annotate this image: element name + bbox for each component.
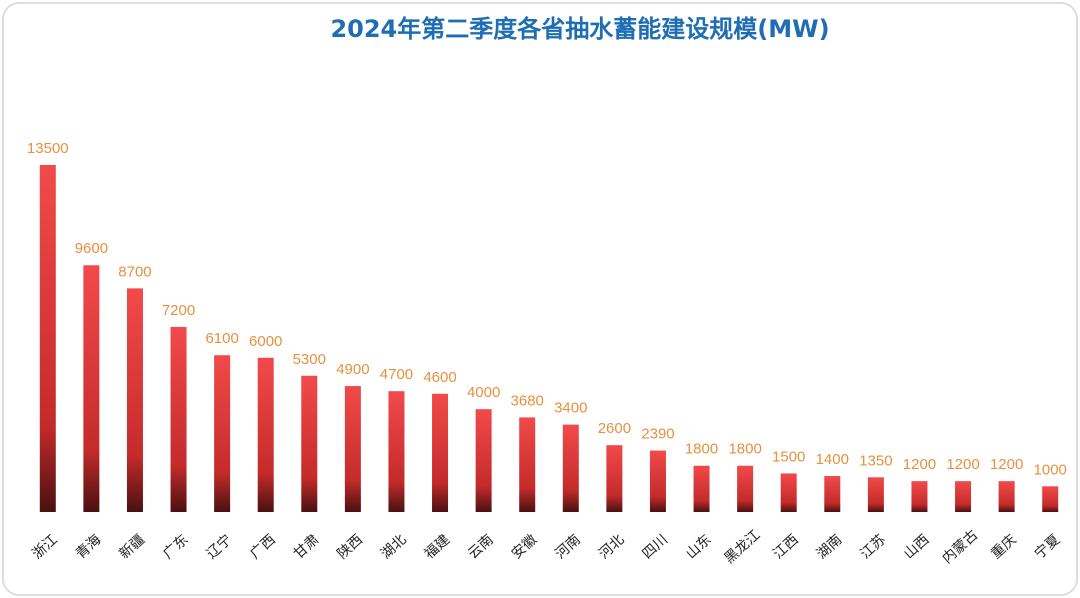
value-label: 4600 — [423, 369, 456, 386]
value-label: 2390 — [641, 426, 674, 443]
value-label: 1200 — [990, 456, 1023, 473]
value-label: 1350 — [859, 452, 892, 469]
bar — [998, 481, 1015, 512]
value-label: 6100 — [205, 330, 238, 347]
value-label: 1800 — [728, 441, 761, 458]
value-label: 1000 — [1034, 461, 1067, 478]
value-label: 1400 — [816, 451, 849, 468]
value-label: 1200 — [946, 456, 979, 473]
bar — [257, 357, 274, 512]
bar — [649, 450, 666, 512]
bar — [83, 265, 100, 512]
value-label: 1200 — [903, 456, 936, 473]
value-label: 1500 — [772, 448, 805, 465]
bar — [606, 445, 623, 512]
bar — [737, 465, 754, 512]
value-label: 3680 — [511, 392, 544, 409]
value-label: 6000 — [249, 333, 282, 350]
bar — [519, 417, 536, 512]
bar — [693, 465, 710, 512]
bar — [39, 165, 56, 512]
bar — [867, 477, 884, 512]
bar — [955, 481, 972, 512]
value-label: 7200 — [162, 302, 195, 319]
bar — [214, 355, 231, 512]
bar — [911, 481, 928, 512]
value-label: 13500 — [27, 140, 69, 157]
value-label: 4700 — [380, 366, 413, 383]
value-label: 8700 — [118, 263, 151, 280]
value-label: 1800 — [685, 441, 718, 458]
value-label: 4900 — [336, 361, 369, 378]
bar — [1042, 486, 1059, 512]
bar — [475, 409, 492, 512]
value-label: 5300 — [293, 351, 326, 368]
value-label: 9600 — [75, 240, 108, 257]
bar — [432, 393, 449, 512]
bar — [344, 386, 361, 512]
bar — [126, 288, 143, 512]
bar — [562, 424, 579, 512]
bar — [301, 375, 318, 512]
bar — [780, 473, 797, 512]
value-label: 2600 — [598, 420, 631, 437]
value-label: 3400 — [554, 400, 587, 417]
bar — [388, 391, 405, 512]
value-label: 4000 — [467, 384, 500, 401]
bar — [824, 476, 841, 512]
bar — [170, 326, 187, 512]
chart-title: 2024年第二季度各省抽水蓄能建设规模(MW) — [330, 15, 829, 43]
